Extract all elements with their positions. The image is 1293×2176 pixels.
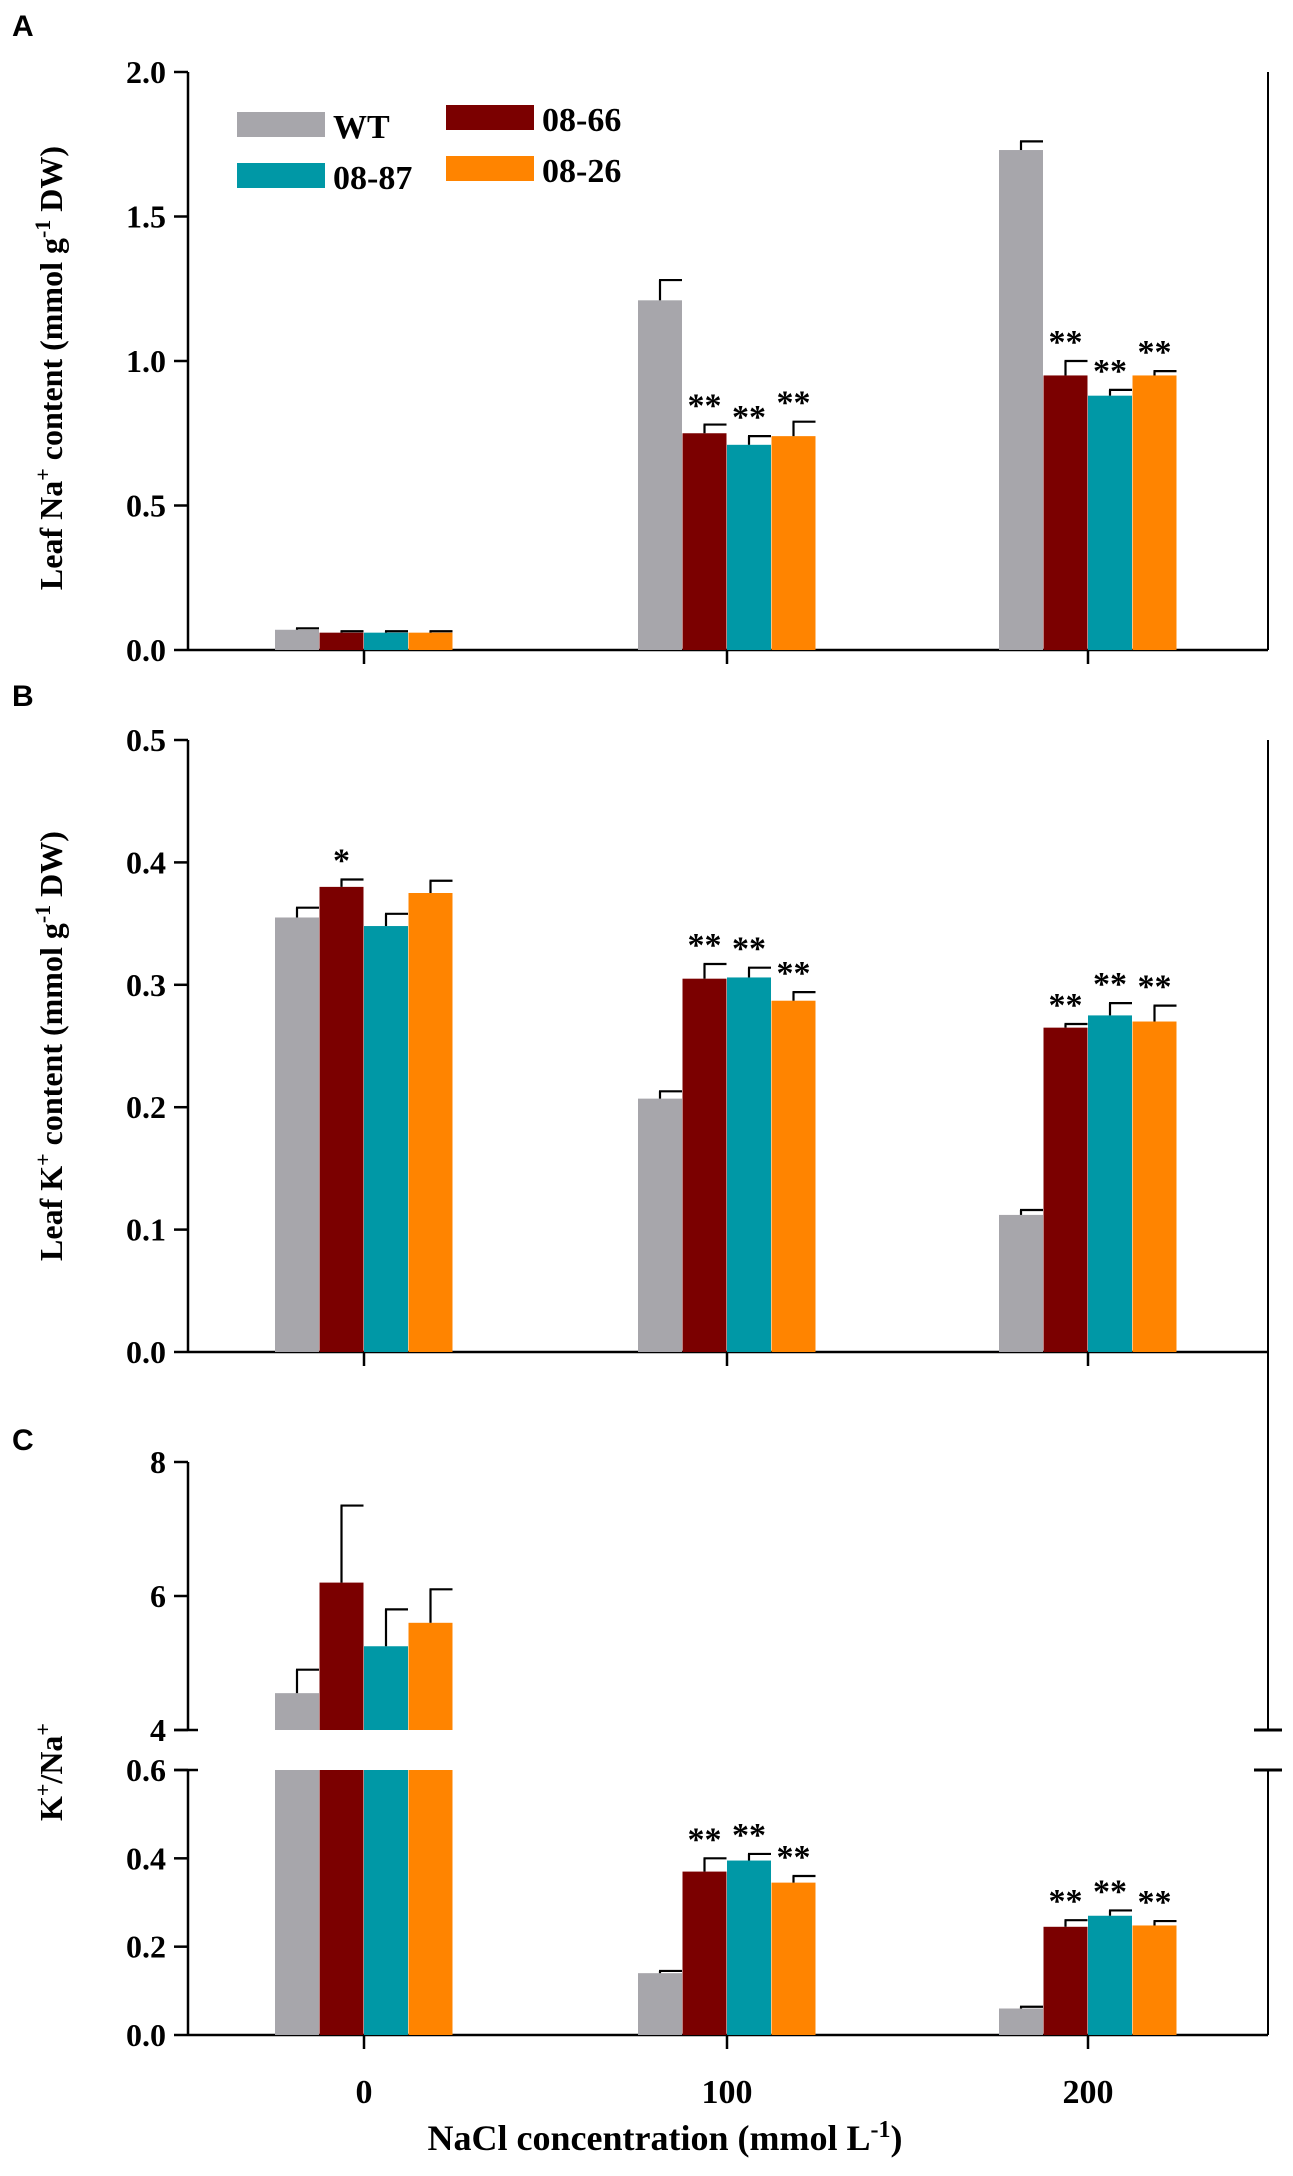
y-tick-label: 0.2 <box>126 1929 166 1965</box>
significance-mark: ** <box>1138 1884 1172 1921</box>
legend-swatch <box>446 105 534 130</box>
bar <box>319 886 364 1352</box>
bar <box>275 1770 319 2035</box>
bar <box>275 629 319 650</box>
legend-swatch <box>446 156 534 181</box>
significance-mark: ** <box>732 399 766 436</box>
bar <box>638 1973 682 2035</box>
y-tick-label: 0.0 <box>126 632 166 668</box>
panel-label-b: B <box>12 680 34 713</box>
x-tick-label: 0 <box>356 2074 373 2111</box>
bar <box>1043 1926 1088 2035</box>
y-axis-title: Leaf Na+ content (mmol g-1 DW) <box>30 146 70 590</box>
significance-mark: ** <box>1138 334 1172 371</box>
bar <box>999 2008 1043 2035</box>
y-tick-label: 1.5 <box>126 199 166 235</box>
bar <box>1088 1015 1132 1352</box>
x-tick-label: 200 <box>1063 2074 1114 2111</box>
significance-mark: ** <box>777 955 811 992</box>
significance-mark: ** <box>1093 353 1127 390</box>
bar <box>727 977 771 1352</box>
y-tick-label: 0.4 <box>126 844 166 880</box>
y-tick-label: 0.5 <box>126 722 166 758</box>
bar <box>364 1770 408 2035</box>
legend-label: 08-87 <box>333 160 412 197</box>
legend-swatch <box>237 163 325 188</box>
significance-mark: ** <box>688 1821 722 1858</box>
bar <box>408 1622 453 1730</box>
bar <box>364 632 408 650</box>
panel-label-c: C <box>12 1424 34 1457</box>
significance-mark: ** <box>1093 966 1127 1003</box>
y-axis-title: Leaf K+ content (mmol g-1 DW) <box>30 831 70 1261</box>
legend-swatch <box>237 112 325 137</box>
significance-mark: ** <box>688 927 722 964</box>
significance-mark: ** <box>1049 987 1083 1024</box>
significance-mark: ** <box>1093 1873 1127 1910</box>
bar <box>1043 1027 1088 1352</box>
legend-label: 08-66 <box>542 102 621 139</box>
significance-mark: ** <box>1049 1883 1083 1920</box>
y-tick-label: 0.5 <box>126 488 166 524</box>
bar <box>364 926 408 1352</box>
y-tick-label: 0.0 <box>126 2017 166 2053</box>
bar <box>771 1000 816 1352</box>
x-axis-title: NaCl concentration (mmol L-1) <box>428 2117 903 2158</box>
bar <box>319 1582 364 1730</box>
bar <box>408 1770 453 2035</box>
bar <box>319 632 364 650</box>
y-tick-label: 0.4 <box>126 1840 166 1876</box>
bar <box>682 1871 727 2035</box>
bar <box>1088 395 1132 650</box>
y-tick-label: 4 <box>150 1712 166 1748</box>
legend-label: WT <box>333 109 390 146</box>
y-tick-label: 0.2 <box>126 1089 166 1125</box>
bar <box>638 300 682 650</box>
bar <box>682 978 727 1352</box>
y-axis-title: K+/Na+ <box>30 1723 70 1821</box>
bar <box>999 1214 1043 1352</box>
y-tick-label: 0.1 <box>126 1212 166 1248</box>
bar <box>275 917 319 1352</box>
significance-mark: ** <box>732 1817 766 1854</box>
y-tick-label: 1.0 <box>126 343 166 379</box>
significance-mark: ** <box>688 388 722 425</box>
y-tick-label: 0.6 <box>126 1752 166 1788</box>
bar <box>319 1770 364 2035</box>
bar <box>364 1646 408 1730</box>
significance-mark: ** <box>777 385 811 422</box>
bar <box>408 632 453 650</box>
significance-mark: * <box>333 843 350 880</box>
bar <box>999 150 1043 650</box>
bar <box>727 1860 771 2035</box>
significance-mark: ** <box>777 1839 811 1876</box>
bar <box>682 433 727 650</box>
y-tick-label: 2.0 <box>126 54 166 90</box>
y-tick-label: 6 <box>150 1578 166 1614</box>
bar <box>275 1693 319 1730</box>
significance-mark: ** <box>1049 324 1083 361</box>
significance-mark: ** <box>732 931 766 968</box>
bar <box>1043 375 1088 650</box>
bar <box>1132 1925 1177 2035</box>
legend-label: 08-26 <box>542 153 621 190</box>
bar <box>771 1882 816 2035</box>
bar <box>1132 375 1177 650</box>
y-tick-label: 0.0 <box>126 1334 166 1370</box>
text-layer: A B C NaCl concentration (mmol L-1) 0.0 0… <box>12 10 1172 2158</box>
x-tick-label: 100 <box>702 2074 753 2111</box>
bar <box>638 1098 682 1352</box>
bars-layer <box>237 105 1177 2035</box>
bar <box>1132 1021 1177 1352</box>
bar <box>1088 1915 1132 2035</box>
y-tick-label: 8 <box>150 1444 166 1480</box>
significance-mark: ** <box>1138 969 1172 1006</box>
bar <box>727 444 771 650</box>
y-tick-label: 0.3 <box>126 967 166 1003</box>
panel-label-a: A <box>12 10 34 43</box>
bar <box>408 893 453 1352</box>
bar <box>771 436 816 650</box>
